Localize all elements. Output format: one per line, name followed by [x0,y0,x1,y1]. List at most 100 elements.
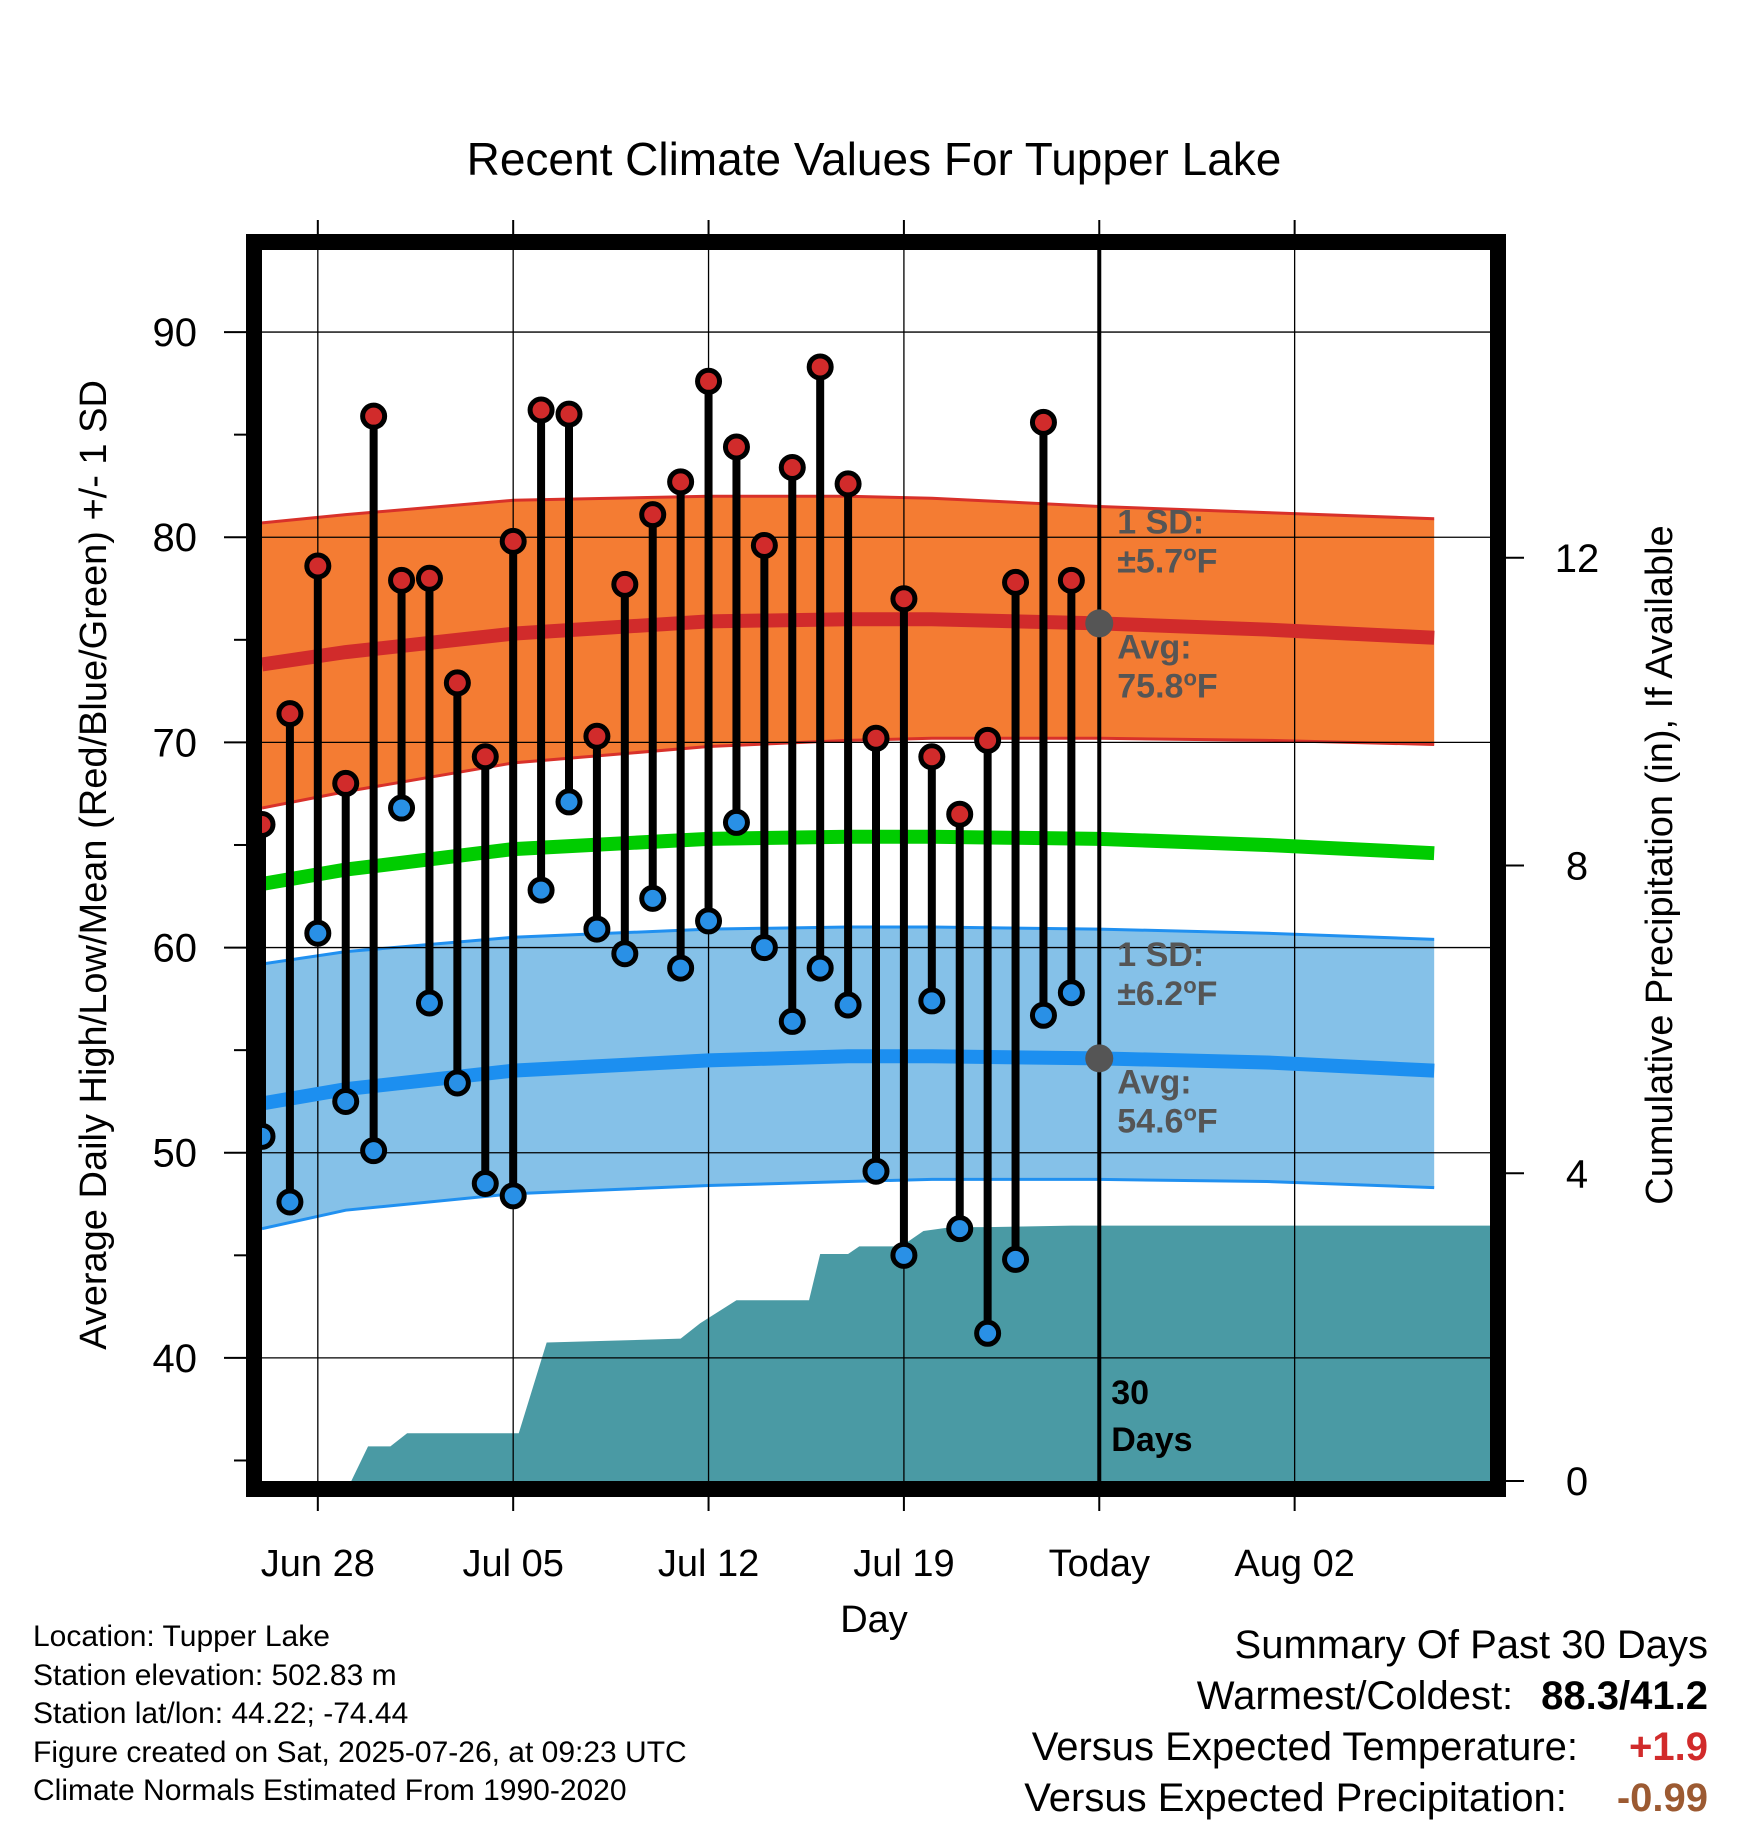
daily-high-point [499,527,527,555]
daily-high-point [611,570,639,598]
daily-low-point [443,1069,471,1097]
temp-value: +1.9 [1629,1725,1708,1769]
daily-high-point [862,724,890,752]
daily-low-point [262,1122,276,1150]
daily-low-point [388,794,416,822]
x-tick-label: Today [1049,1543,1150,1585]
daily-low-point [527,876,555,904]
x-tick-label: Jul 19 [853,1543,954,1585]
station-info: Location: Tupper Lake Station elevation:… [33,1618,687,1811]
created-text: Figure created on Sat, 2025-07-26, at 09… [33,1735,687,1769]
daily-low-point [722,808,750,836]
daily-low-point [583,915,611,943]
temp-label: Versus Expected Temperature: [1031,1725,1578,1769]
y-axis-label: Average Daily High/Low/Mean (Red/Blue/Gr… [73,380,115,1350]
daily-low-point [667,954,695,982]
summary-panel: Summary Of Past 30 Days Warmest/Coldest:… [1024,1620,1708,1824]
daily-low-point [890,1241,918,1269]
daily-high-point [276,700,304,728]
daily-low-point [611,940,639,968]
daily-low-point [946,1215,974,1243]
warm-cold-value: 88.3/41.2 [1541,1674,1708,1718]
daily-high-point [415,564,443,592]
location-text: Location: Tupper Lake [33,1620,330,1653]
low-sd-lower-edge [262,1177,1435,1231]
daily-high-point [695,367,723,395]
daily-low-point [778,1007,806,1035]
y2-axis-label: Cumulative Precipitation (in), If Availa… [1639,525,1681,1204]
precip-value: -0.99 [1616,1776,1708,1820]
low-sd-value: ±6.2oF [1117,973,1217,1013]
daily-high-point [1029,408,1057,436]
precip-area [262,1225,1490,1481]
summary-title: Summary Of Past 30 Days [1234,1623,1708,1667]
daily-low-point [639,884,667,912]
today-high-avg-marker [1085,609,1114,638]
days-window-label: Days [1111,1421,1192,1459]
daily-low-point [695,907,723,935]
daily-high-point [639,501,667,529]
daily-low-point [332,1087,360,1115]
daily-low-point [1002,1245,1030,1273]
daily-low-point [750,934,778,962]
daily-high-point [722,433,750,461]
daily-high-point [890,585,918,613]
high-sd-label: 1 SD: [1117,503,1204,541]
daily-high-point [555,400,583,428]
daily-high-point [974,726,1002,754]
y2-tick-label: 8 [1566,845,1588,889]
today-low-avg-marker [1085,1044,1114,1073]
daily-high-point [778,453,806,481]
precip-row: Versus Expected Precipitation: -0.99 [1024,1773,1708,1824]
daily-high-point [443,669,471,697]
plot-area [262,250,1490,1481]
x-tick-label: Jul 05 [462,1543,563,1585]
daily-low-point [555,788,583,816]
low-avg-label: Avg: [1117,1063,1191,1101]
warm-cold-label: Warmest/Coldest: [1196,1674,1514,1718]
daily-high-point [750,531,778,559]
daily-low-point [415,989,443,1017]
days-window-number: 30 [1111,1374,1149,1412]
temp-row: Versus Expected Temperature: +1.9 [1024,1722,1708,1773]
y-tick-label: 70 [153,721,198,765]
y-tick-label: 50 [153,1132,198,1176]
daily-high-point [332,769,360,797]
daily-low-point [1029,1001,1057,1029]
x-axis-label: Day [840,1599,908,1641]
daily-low-point [918,987,946,1015]
daily-high-point [834,470,862,498]
daily-high-point [262,810,276,838]
daily-low-point [834,991,862,1019]
chart-title: Recent Climate Values For Tupper Lake [467,133,1282,185]
daily-high-point [918,743,946,771]
daily-low-point [862,1157,890,1185]
y-tick-label: 80 [153,516,198,560]
daily-high-point [360,402,388,430]
y2-tick-label: 0 [1566,1460,1588,1504]
high-avg-value: 75.8oF [1117,665,1217,705]
daily-high-point [1057,566,1085,594]
daily-high-point [1002,568,1030,596]
daily-high-point [304,552,332,580]
high-avg-label: Avg: [1117,628,1191,666]
daily-high-point [806,353,834,381]
daily-low-point [360,1137,388,1165]
y2-tick-label: 4 [1566,1152,1588,1196]
daily-high-point [388,566,416,594]
daily-low-point [471,1170,499,1198]
high-sd-value: ±5.7oF [1117,540,1217,580]
x-tick-label: Jul 12 [658,1543,759,1585]
precip-label: Versus Expected Precipitation: [1024,1776,1567,1820]
x-tick-label: Aug 02 [1234,1543,1354,1585]
daily-low-point [304,919,332,947]
daily-high-point [527,396,555,424]
daily-low-point [974,1319,1002,1347]
daily-low-point [806,954,834,982]
plot-border [246,234,1506,1497]
daily-high-point [471,743,499,771]
daily-low-point [276,1188,304,1216]
y2-tick-label: 12 [1555,537,1600,581]
daily-high-point [946,800,974,828]
